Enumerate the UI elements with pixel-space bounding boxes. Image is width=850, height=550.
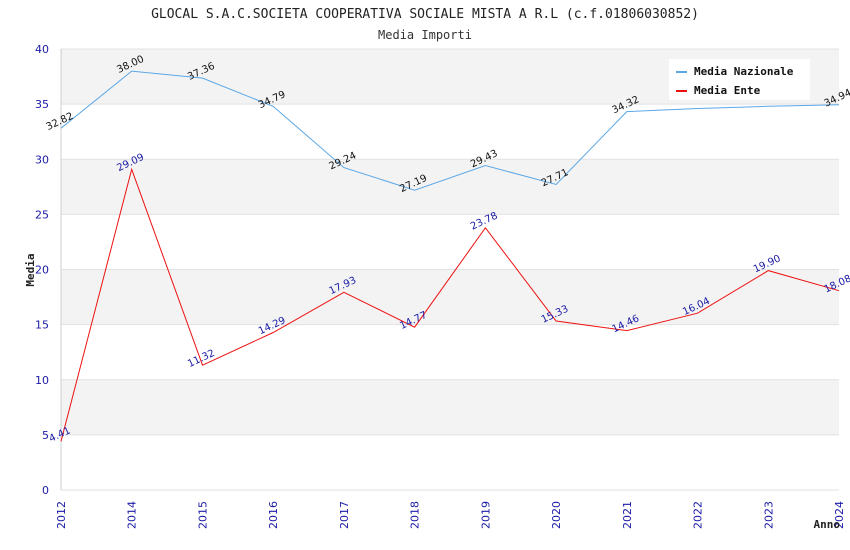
x-tick-label: 2012 (55, 501, 68, 529)
grid-band (61, 434, 839, 490)
x-tick-label: 2021 (621, 501, 634, 529)
grid-band (61, 379, 839, 435)
x-axis-ticks: 2012 2014 2015 2016 2017 2018 2019 2020 2021 2022… (55, 501, 846, 529)
grid-band (61, 159, 839, 215)
chart-title: GLOCAL S.A.C.SOCIETA COOPERATIVA SOCIALE… (151, 7, 699, 22)
y-tick-label: 25 (35, 208, 49, 221)
y-tick-label: 35 (35, 98, 49, 111)
series-group (60, 70, 840, 442)
y-axis-ticks: 0 5 10 15 20 25 30 35 40 (35, 43, 49, 497)
x-tick-label: 2015 (196, 501, 209, 529)
y-tick-label: 40 (35, 43, 49, 56)
x-tick-label: 2024 (833, 501, 846, 529)
grid-band (61, 324, 839, 380)
x-tick-label: 2017 (338, 501, 351, 529)
x-tick-label: 2016 (267, 501, 280, 529)
legend-label-media-ente: Media Ente (694, 84, 761, 97)
x-tick-label: 2019 (479, 501, 492, 529)
y-tick-label: 15 (35, 319, 49, 332)
legend-box (669, 59, 810, 100)
x-axis-title: Anno (814, 518, 841, 531)
y-axis-title: Media (24, 253, 37, 286)
y-tick-label: 30 (35, 153, 49, 166)
x-tick-label: 2020 (550, 501, 563, 529)
chart-subtitle: Media Importi (378, 28, 472, 42)
x-tick-label: 2018 (409, 501, 422, 529)
series-line (60, 167, 840, 442)
y-tick-label: 10 (35, 374, 49, 387)
grid-band (61, 214, 839, 270)
grid-band (61, 269, 839, 325)
series-line (60, 70, 840, 191)
y-tick-label: 0 (42, 484, 49, 497)
y-tick-label: 5 (42, 429, 49, 442)
x-tick-label: 2022 (692, 501, 705, 529)
grid-bands (60, 48, 839, 491)
legend: Media Nazionale Media Ente (669, 59, 810, 100)
grid-band (61, 104, 839, 160)
y-tick-label: 20 (35, 264, 49, 277)
legend-label-media-nazionale: Media Nazionale (694, 65, 794, 78)
x-tick-label: 2014 (126, 501, 139, 529)
x-tick-label: 2023 (762, 501, 775, 529)
